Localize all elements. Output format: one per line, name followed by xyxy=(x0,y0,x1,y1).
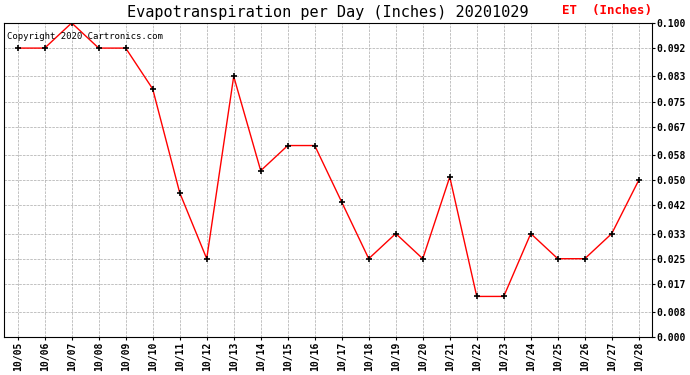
Text: Copyright 2020 Cartronics.com: Copyright 2020 Cartronics.com xyxy=(8,32,164,41)
Title: Evapotranspiration per Day (Inches) 20201029: Evapotranspiration per Day (Inches) 2020… xyxy=(128,5,529,20)
Text: ET  (Inches): ET (Inches) xyxy=(562,4,652,16)
